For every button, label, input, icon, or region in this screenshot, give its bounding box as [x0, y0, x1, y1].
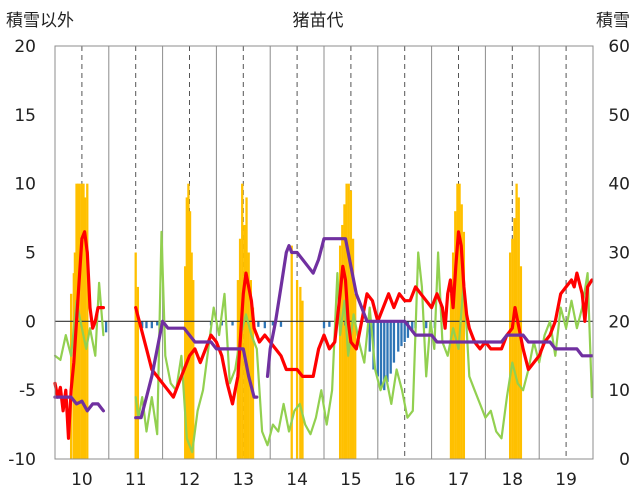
snow_bars-bar [460, 204, 463, 459]
right-tick-label: 50 [608, 106, 630, 126]
purple_line-segment [53, 395, 106, 413]
snow_bars-bar [247, 252, 250, 459]
x-tick-label: 19 [555, 470, 577, 490]
snow_bars-bar [185, 197, 188, 459]
negative_bars-bar [379, 321, 383, 388]
x-tick-label: 10 [71, 470, 93, 490]
negative_bars-bar [104, 321, 108, 333]
negative_bars-bar [271, 321, 275, 326]
snow_bars-bar [249, 280, 252, 459]
snow_bars-bar [508, 252, 512, 459]
lines-layer [53, 230, 594, 454]
snow_bars-bar [343, 204, 346, 459]
negative_bars-bar [368, 321, 371, 352]
snow_bars-bar [290, 245, 293, 459]
negative_bars-bar [141, 321, 144, 329]
snow_bars-bar [134, 252, 137, 459]
negative_bars-bar [231, 321, 234, 326]
snow_bars-bar [341, 224, 344, 459]
left-tick-label: 20 [14, 37, 36, 57]
snow_bars-bar [301, 300, 304, 459]
right-tick-label: 0 [619, 450, 630, 470]
left-tick-label: 10 [14, 175, 36, 195]
negative_bars-bar [386, 321, 389, 382]
snow_bars-bar [338, 245, 342, 459]
right-tick-label: 40 [608, 175, 630, 195]
negative_bars-bar [220, 321, 223, 326]
negative_bars-bar [263, 321, 266, 329]
right-axis-title: 積雪 [596, 11, 630, 31]
negative_bars-bar [376, 321, 379, 377]
snow_bars-bar [243, 224, 246, 459]
chart-title: 猪苗代 [293, 11, 344, 31]
snow_bars-bar [136, 286, 140, 459]
negative_bars-bar [425, 321, 428, 329]
snow_bars-bar [351, 238, 355, 459]
snow_bars-bar [83, 197, 87, 459]
x-tick-label: 13 [232, 470, 254, 490]
red_line-segment [134, 230, 594, 406]
x-tick-label: 18 [501, 470, 523, 490]
negative_bars-bar [406, 321, 410, 338]
left-tick-label: 15 [14, 106, 36, 126]
snow_bars-bar [190, 252, 193, 459]
negative_bars-bar [389, 321, 392, 374]
x-tick-label: 12 [179, 470, 201, 490]
x-tick-label: 17 [448, 470, 470, 490]
snow_bars-bar [349, 190, 353, 460]
left-tick-label: 5 [25, 244, 36, 264]
snow_bars-bar [462, 231, 466, 459]
left-tick-label: -5 [19, 381, 36, 401]
plot-frame [54, 45, 594, 460]
right-tick-label: 10 [608, 381, 630, 401]
snow_bars-bar [354, 293, 357, 459]
left-tick-label: -10 [8, 450, 36, 470]
right-tick-label: 30 [608, 244, 630, 264]
snow_bars-bar [511, 238, 514, 459]
negative_bars-bar [400, 321, 403, 347]
negative_bars-bar [328, 321, 331, 327]
purple_line-segment [265, 237, 594, 378]
x-tick-label: 14 [286, 470, 308, 490]
snow_bars-bar [449, 293, 453, 459]
right-tick-label: 60 [608, 37, 630, 57]
green_line-segment [53, 281, 105, 361]
negative_bars-bar [279, 321, 283, 327]
negative_bars-bar [322, 321, 326, 329]
left-tick-label: 0 [25, 312, 36, 332]
negative_bars-bar [403, 321, 406, 342]
x-tick-label: 11 [125, 470, 147, 490]
negative_bars-bar [411, 321, 414, 333]
red_line-segment [53, 230, 106, 440]
snow_bars-bar [251, 307, 255, 459]
negative_bars-bar [383, 321, 386, 391]
right-tick-label: 20 [608, 312, 630, 332]
x-tick-label: 15 [340, 470, 362, 490]
snow_bars-bar [513, 218, 516, 459]
green_line-segment [134, 230, 594, 454]
snow_bars-bar [451, 252, 455, 459]
negative_bars-bar [145, 321, 148, 329]
purple_line-segment [134, 319, 259, 420]
negative_bars-bar [156, 321, 159, 326]
snow_bars-bar [519, 266, 523, 459]
snow_bars-bar [192, 280, 195, 459]
snow_bars-bar [245, 197, 248, 459]
negative_bars-bar [397, 321, 400, 352]
left-axis-title: 積雪以外 [6, 11, 74, 31]
negative_bars-bar [150, 321, 153, 329]
x-tick-label: 16 [394, 470, 416, 490]
negative_bars-bar [257, 321, 260, 327]
negative_bars-bar [392, 321, 396, 363]
